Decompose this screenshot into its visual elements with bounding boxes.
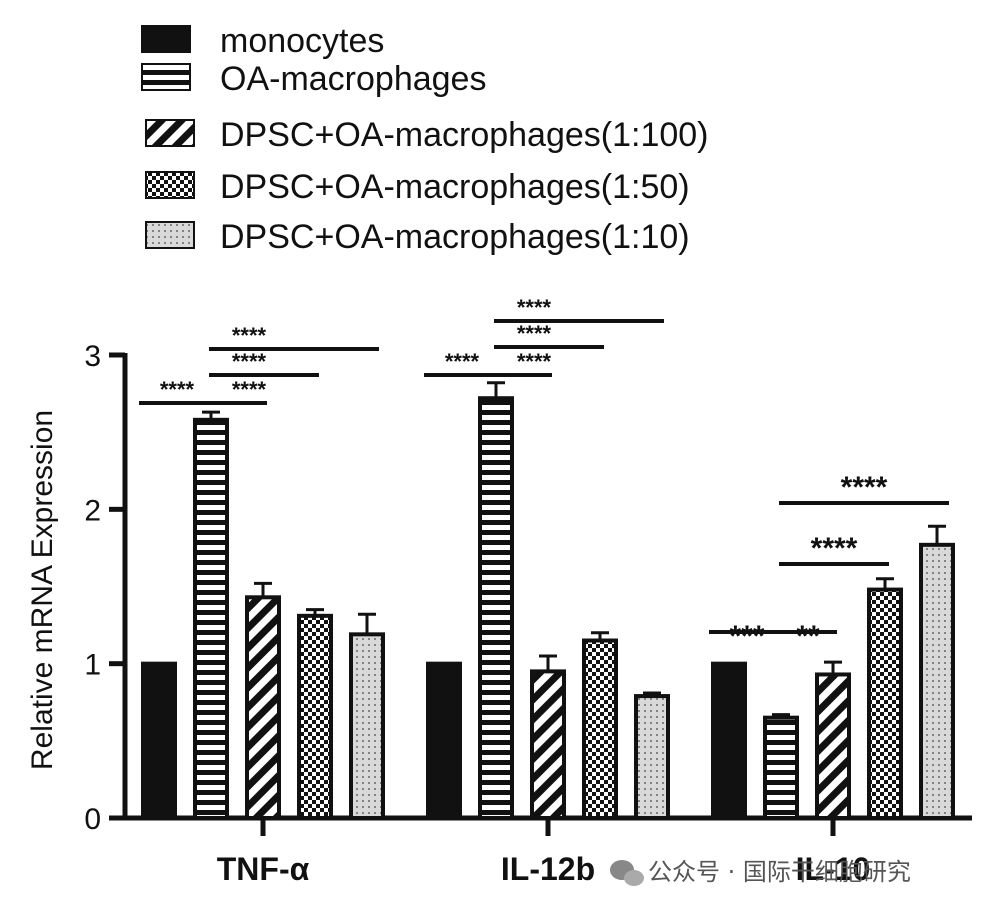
watermark: 公众号 · 国际干细胞研究 bbox=[610, 858, 911, 886]
significance-label: **** bbox=[232, 349, 267, 374]
y-axis-label: Relative mRNA Expression bbox=[26, 410, 59, 770]
significance-label: **** bbox=[232, 377, 267, 402]
bar-solid bbox=[426, 661, 462, 821]
legend-swatch bbox=[141, 63, 191, 91]
watermark-text: 公众号 · 国际干细胞研究 bbox=[648, 858, 911, 886]
bar-checker bbox=[867, 587, 903, 820]
bar-horizontal-stripes bbox=[763, 715, 799, 821]
y-tick-label: 1 bbox=[84, 649, 101, 682]
legend-swatch bbox=[145, 221, 195, 249]
y-tick-label: 0 bbox=[84, 803, 101, 836]
bar-checker bbox=[582, 638, 618, 820]
legend-label: OA-macrophages bbox=[220, 60, 486, 98]
significance-label: **** bbox=[811, 532, 858, 565]
x-category-label: TNF-α bbox=[217, 851, 310, 887]
significance-label: **** bbox=[517, 321, 552, 346]
significance-label: **** bbox=[445, 349, 480, 374]
significance-label: **** bbox=[517, 349, 552, 374]
legend-label: DPSC+OA-macrophages(1:10) bbox=[220, 218, 690, 256]
significance-label: **** bbox=[841, 471, 888, 504]
significance-label: **** bbox=[517, 295, 552, 320]
bar-dots bbox=[919, 542, 955, 821]
bar-diagonal-stripes bbox=[245, 595, 281, 821]
bar-checker bbox=[297, 613, 333, 820]
bar-horizontal-stripes bbox=[478, 396, 514, 820]
bar-diagonal-stripes bbox=[530, 669, 566, 821]
x-category-label: IL-10 bbox=[796, 851, 871, 887]
significance-annotations: **** **************** *************** *****… bbox=[139, 295, 949, 653]
significance-label: ** bbox=[796, 620, 820, 653]
bar-solid bbox=[711, 661, 747, 821]
bar-horizontal-stripes bbox=[193, 417, 229, 820]
bar-dots bbox=[349, 632, 385, 820]
x-category-label: IL-12b bbox=[501, 851, 595, 887]
y-tick-label: 3 bbox=[84, 340, 101, 373]
legend-label: DPSC+OA-macrophages(1:100) bbox=[220, 116, 709, 154]
significance-label: **** bbox=[232, 323, 267, 348]
legend-label: DPSC+OA-macrophages(1:50) bbox=[220, 168, 690, 206]
legend-swatch bbox=[145, 119, 195, 147]
bar-diagonal-stripes bbox=[815, 672, 851, 820]
bar-solid bbox=[141, 661, 177, 821]
significance-label: **** bbox=[160, 377, 195, 402]
y-tick-label: 2 bbox=[84, 494, 101, 527]
significance-label: *** bbox=[729, 620, 764, 653]
legend-swatch bbox=[141, 25, 191, 53]
wechat-icon bbox=[610, 860, 644, 886]
legend-label: monocytes bbox=[220, 22, 384, 60]
bar-dots bbox=[634, 694, 670, 820]
legend-swatch bbox=[145, 171, 195, 199]
chart-bars bbox=[141, 381, 955, 821]
